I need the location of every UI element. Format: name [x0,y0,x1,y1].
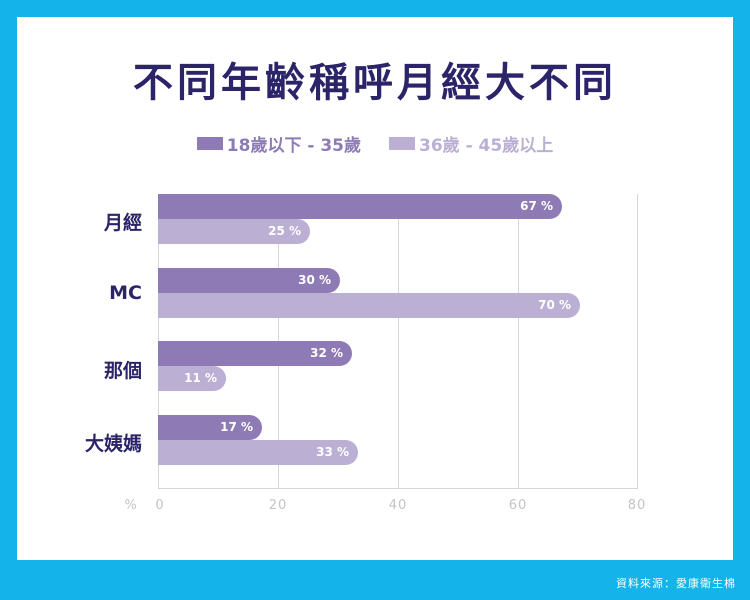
category-label: 大姨媽 [84,433,142,455]
tick-label: 80 [627,498,647,513]
bar-older: 70 % [158,293,580,318]
bar-older: 25 % [158,219,310,244]
legend-item-young: 18歲以下 - 35歲 [196,131,361,156]
legend-swatch-icon [196,137,223,150]
bar-young: 17 % [158,415,262,440]
legend: 18歲以下 - 35歲 36歲 - 45歲以上 [0,131,750,156]
axis-unit: % [124,498,138,513]
legend-item-older: 36歲 - 45歲以上 [389,131,553,156]
chart-panel [17,17,733,560]
gridline-80 [637,194,638,488]
category-label: MC [109,282,142,304]
bar-young: 67 % [158,194,562,219]
tick-label: 0 [155,498,165,513]
bar-older: 33 % [158,440,358,465]
category-label: 月經 [103,212,142,234]
bar-young: 30 % [158,268,340,293]
legend-label: 18歲以下 - 35歲 [226,136,361,156]
gridline-60 [518,194,519,488]
category-label: 那個 [103,360,142,382]
source-note: 資料來源：愛康衛生棉 [616,577,736,590]
bar-young: 32 % [158,341,352,366]
gridline-40 [398,194,399,488]
tick-label: 60 [508,498,528,513]
tick-label: 40 [388,498,408,513]
bar-older: 11 % [158,366,226,391]
tick-label: 20 [268,498,288,513]
x-axis-line [158,488,638,489]
chart-title: 不同年齡稱呼月經大不同 [133,60,617,106]
legend-label: 36歲 - 45歲以上 [419,136,554,156]
legend-swatch-icon [389,137,415,150]
